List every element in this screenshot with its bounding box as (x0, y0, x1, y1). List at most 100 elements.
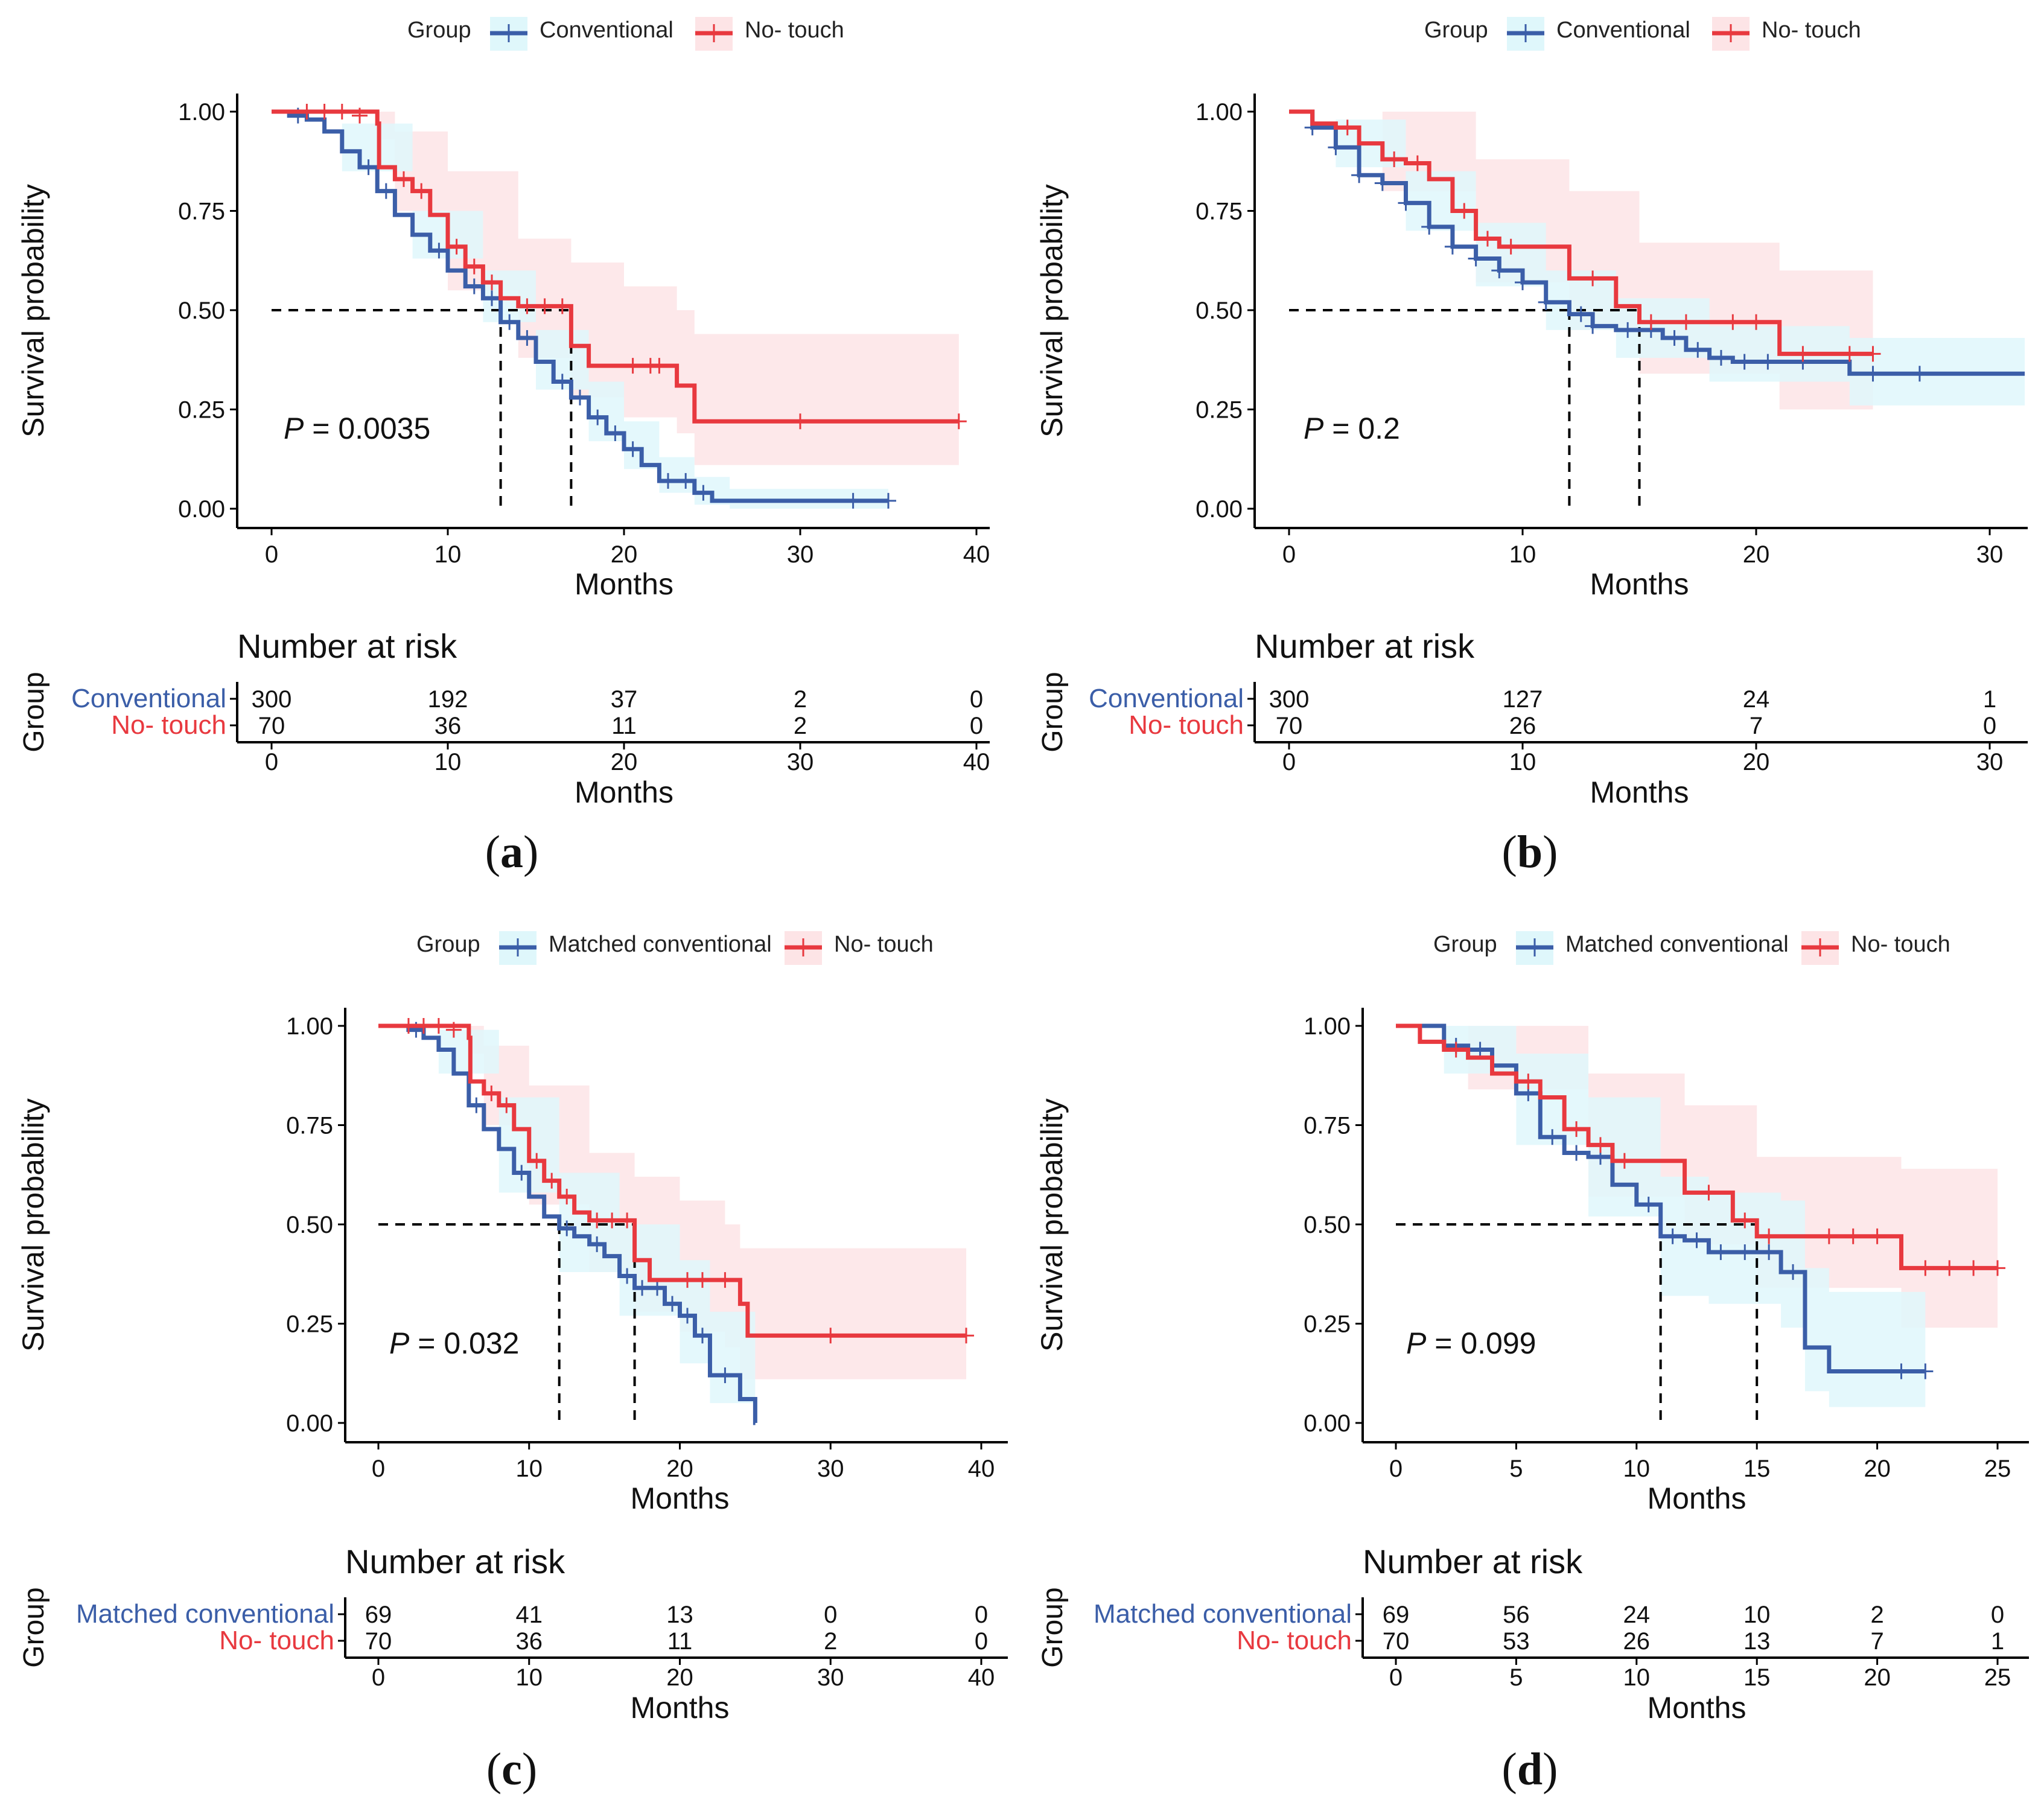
x-axis-title: Months (1648, 1481, 1746, 1515)
legend-label: Conventional (1556, 18, 1690, 43)
risk-x-tick-label: 15 (1743, 1664, 1771, 1691)
risk-count: 56 (1503, 1602, 1530, 1628)
risk-row-label: Matched conventional (1094, 1599, 1352, 1629)
x-tick-label: 20 (666, 1456, 693, 1482)
legend-label: No- touch (1851, 932, 1950, 957)
panel-letter: (d) (1502, 1744, 1558, 1795)
panel-letter: (c) (486, 1744, 537, 1795)
x-tick-label: 10 (435, 541, 462, 568)
panel-letter-label: c (501, 1744, 522, 1795)
risk-x-tick-label: 25 (1984, 1664, 2011, 1691)
risk-row-label: No- touch (1237, 1626, 1352, 1655)
y-tick-label: 0.75 (178, 199, 225, 225)
series-notouch (1396, 1023, 2005, 1276)
risk-count: 2 (824, 1628, 837, 1655)
risk-x-tick-label: 0 (1389, 1664, 1403, 1691)
risk-x-tick-label: 20 (611, 749, 638, 775)
legend-label: No- touch (834, 932, 934, 957)
x-axis-title: Months (1590, 567, 1689, 601)
legend: Group Conventional No- touch (407, 17, 844, 51)
y-tick-label: 0.25 (1196, 397, 1243, 424)
risk-group-title: Group (1037, 1587, 1069, 1667)
y-tick-label: 1.00 (1304, 1013, 1351, 1040)
legend-title: Group (1433, 932, 1497, 957)
y-tick-label: 0.75 (286, 1113, 333, 1139)
y-tick-label: 1.00 (286, 1013, 333, 1040)
x-tick-label: 20 (611, 541, 638, 568)
x-tick-label: 40 (968, 1456, 995, 1482)
x-tick-label: 10 (516, 1456, 543, 1482)
y-tick-label: 0.00 (286, 1410, 333, 1437)
y-tick-label: 0.75 (1196, 199, 1243, 225)
risk-count: 70 (365, 1628, 392, 1655)
y-tick-label: 1.00 (1196, 99, 1243, 126)
risk-table: Number at risk Group Matched conventional 6… (1037, 1542, 2029, 1725)
risk-x-tick-label: 40 (968, 1664, 995, 1691)
risk-group-title: Group (1037, 672, 1069, 752)
risk-count: 192 (428, 686, 468, 713)
y-axis-title: Survival probability (1035, 184, 1069, 438)
km-panel-a: Group Conventional No- touch0.000.250.500.… (16, 17, 990, 877)
legend-label: Conventional (540, 18, 673, 43)
y-tick-label: 0.50 (178, 298, 225, 324)
legend-title: Group (407, 18, 471, 43)
risk-row-label: No- touch (219, 1626, 334, 1655)
series-notouch (378, 1018, 975, 1344)
x-tick-label: 20 (1743, 541, 1770, 568)
risk-x-tick-label: 20 (666, 1664, 693, 1691)
risk-count: 0 (824, 1602, 837, 1628)
x-tick-label: 0 (265, 541, 278, 568)
risk-count: 11 (611, 713, 637, 739)
risk-count: 53 (1503, 1628, 1530, 1655)
p-label: P (284, 412, 304, 445)
risk-x-tick-label: 0 (1282, 749, 1296, 775)
risk-count: 36 (516, 1628, 543, 1655)
y-tick-label: 0.25 (178, 397, 225, 424)
risk-table-title: Number at risk (1363, 1542, 1583, 1580)
risk-count: 1 (1991, 1628, 2004, 1655)
ci-ribbon-conventional (1289, 112, 2025, 410)
x-tick-label: 40 (963, 541, 990, 568)
p-value-text: P = 0.099 (1406, 1326, 1536, 1360)
x-axis-title: Months (631, 1481, 730, 1515)
y-axis-title: Survival probability (16, 1098, 50, 1352)
p-value: = 0.032 (409, 1326, 519, 1360)
risk-row-label: Conventional (71, 684, 226, 713)
x-tick-label: 30 (787, 541, 814, 568)
risk-count: 26 (1509, 713, 1536, 739)
legend: Group Matched conventional No- touch (416, 931, 934, 965)
plot-axes: 0.00 0.25 0.50 0.75 1.00 0 10 20 30 40 Months Survi… (16, 1008, 1008, 1515)
p-value: = 0.2 (1323, 412, 1400, 445)
risk-x-axis-title: Months (1648, 1691, 1746, 1725)
risk-x-tick-label: 10 (1623, 1664, 1651, 1691)
legend-label: Matched conventional (549, 932, 772, 957)
risk-count: 2 (794, 686, 807, 713)
y-tick-label: 0.50 (1304, 1212, 1351, 1238)
risk-count: 24 (1623, 1602, 1651, 1628)
median-lines (1396, 1223, 1759, 1423)
y-axis-title: Survival probability (16, 184, 50, 438)
risk-group-title: Group (18, 1587, 50, 1667)
risk-count: 69 (365, 1602, 392, 1628)
ci-ribbon-notouch (272, 112, 959, 465)
panel-letter: (b) (1502, 827, 1558, 877)
median-lines (1289, 309, 1641, 509)
panel-letter-label: d (1517, 1744, 1543, 1795)
risk-count: 0 (975, 1628, 988, 1655)
risk-count: 36 (435, 713, 462, 739)
series-conventional (378, 1022, 757, 1425)
risk-count: 69 (1383, 1602, 1410, 1628)
risk-count: 7 (1870, 1628, 1883, 1655)
plot-axes: 0.00 0.25 0.50 0.75 1.00 0 5 10 15 20 25 Months Surv… (1035, 1008, 2029, 1515)
p-label: P (389, 1326, 410, 1360)
ci-ribbons (272, 112, 959, 509)
x-tick-label: 10 (1623, 1456, 1651, 1482)
p-value-text: P = 0.2 (1304, 412, 1400, 445)
risk-count: 70 (258, 713, 285, 739)
risk-table-title: Number at risk (237, 627, 457, 665)
panel-letter-close: ) (1543, 1744, 1558, 1795)
y-tick-label: 0.00 (178, 496, 225, 523)
p-value-text: P = 0.0035 (284, 412, 430, 445)
